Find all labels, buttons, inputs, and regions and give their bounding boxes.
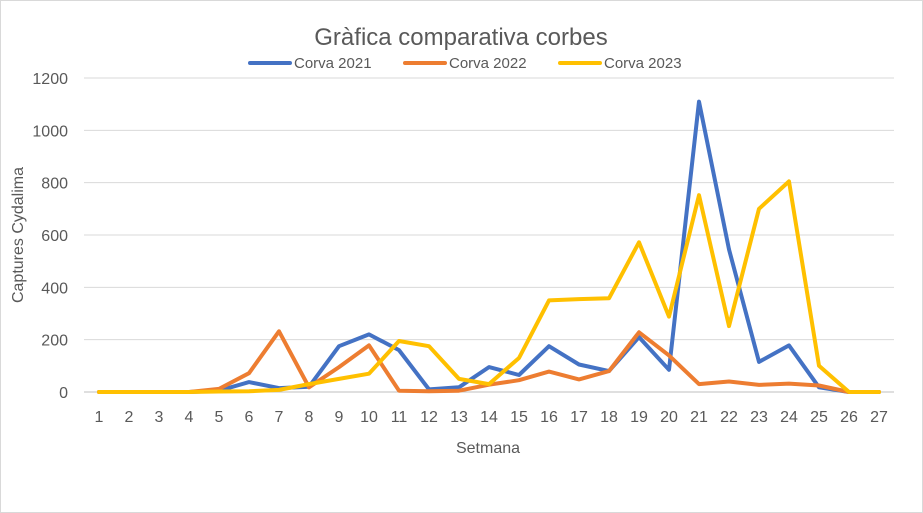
legend-label: Corva 2022 — [449, 55, 527, 72]
x-tick-label: 11 — [391, 409, 408, 426]
legend: Corva 2021 Corva 2022 Corva 2023 — [248, 55, 682, 72]
x-tick-label: 24 — [780, 409, 798, 426]
x-tick-label: 13 — [450, 409, 468, 426]
series-line-1 — [97, 99, 881, 394]
legend-label: Corva 2023 — [604, 55, 682, 72]
legend-label: Corva 2021 — [294, 55, 372, 72]
y-tick-label: 400 — [41, 280, 68, 297]
y-tick-label: 1200 — [32, 71, 68, 88]
x-tick-label: 19 — [630, 409, 648, 426]
x-tick-label: 18 — [600, 409, 618, 426]
x-axis-ticks: 1 2 3 4 5 6 7 8 9 10 11 12 13 14 15 16 17 18 19 20 21 22 23 24 2… — [95, 409, 888, 426]
y-tick-label: 200 — [41, 333, 68, 350]
x-tick-label: 2 — [125, 409, 134, 426]
x-tick-label: 8 — [305, 409, 314, 426]
y-tick-label: 1000 — [32, 123, 68, 140]
x-tick-label: 4 — [185, 409, 194, 426]
x-tick-label: 15 — [510, 409, 528, 426]
x-tick-label: 22 — [720, 409, 738, 426]
series-lines — [97, 99, 881, 394]
chart-title: Gràfica comparativa corbes — [314, 24, 607, 51]
y-tick-label: 600 — [41, 228, 68, 245]
y-axis-ticks: 0 200 400 600 800 1000 1200 — [32, 71, 68, 402]
y-tick-label: 0 — [59, 385, 68, 402]
x-tick-label: 6 — [245, 409, 254, 426]
x-tick-label: 25 — [810, 409, 828, 426]
x-tick-label: 16 — [540, 409, 558, 426]
y-tick-label: 800 — [41, 176, 68, 193]
x-tick-label: 20 — [660, 409, 678, 426]
x-tick-label: 27 — [870, 409, 888, 426]
x-tick-label: 17 — [570, 409, 588, 426]
x-tick-label: 12 — [420, 409, 438, 426]
x-tick-label: 5 — [215, 409, 224, 426]
y-axis-label: Captures Cydalima — [10, 167, 27, 303]
x-tick-label: 26 — [840, 409, 858, 426]
x-tick-label: 21 — [690, 409, 708, 426]
x-tick-label: 14 — [480, 409, 498, 426]
x-axis-label: Setmana — [456, 440, 520, 457]
x-tick-label: 10 — [360, 409, 378, 426]
x-tick-label: 23 — [750, 409, 768, 426]
x-tick-label: 1 — [95, 409, 104, 426]
x-tick-label: 3 — [155, 409, 164, 426]
series-line-3 — [97, 179, 881, 394]
gridlines — [84, 77, 894, 393]
x-tick-label: 7 — [275, 409, 284, 426]
x-tick-label: 9 — [335, 409, 344, 426]
